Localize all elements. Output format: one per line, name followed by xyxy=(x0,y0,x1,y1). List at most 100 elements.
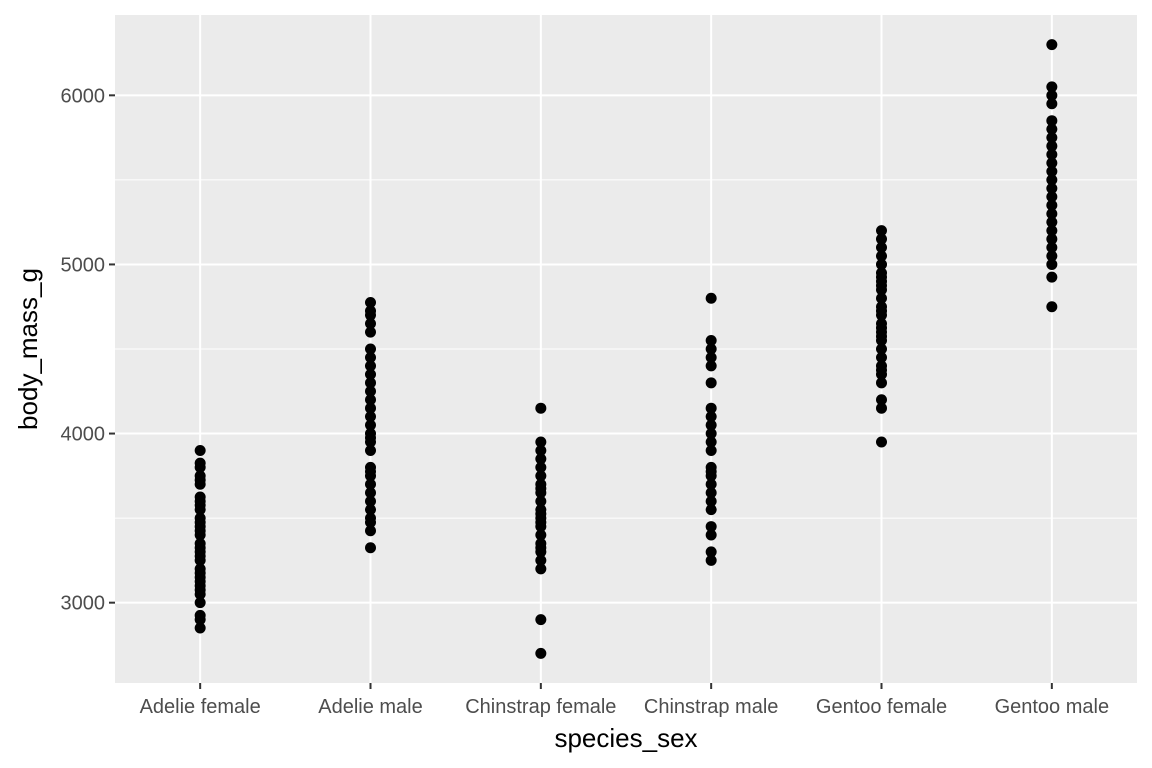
data-point xyxy=(705,546,717,558)
data-point xyxy=(365,318,376,330)
data-point xyxy=(876,343,887,355)
data-point xyxy=(1046,157,1058,169)
data-point xyxy=(365,461,376,473)
data-point xyxy=(535,495,547,507)
data-point xyxy=(705,411,717,423)
data-point xyxy=(876,360,887,372)
data-point xyxy=(705,419,717,431)
data-point xyxy=(365,419,376,431)
data-point xyxy=(365,478,376,490)
data-point xyxy=(365,394,376,406)
data-point xyxy=(876,258,887,270)
data-point xyxy=(365,495,376,507)
data-point xyxy=(365,525,376,537)
x-axis-title: species_sex xyxy=(554,723,697,753)
data-point xyxy=(876,351,887,363)
data-point xyxy=(1046,39,1058,51)
data-point xyxy=(1046,89,1058,101)
data-point xyxy=(535,402,547,414)
data-point xyxy=(1046,271,1058,283)
data-point xyxy=(365,305,376,317)
data-point xyxy=(535,470,547,482)
data-point xyxy=(1046,242,1058,254)
data-point xyxy=(1046,123,1058,135)
data-point xyxy=(535,453,547,465)
data-point xyxy=(705,351,717,363)
minor-gridlines xyxy=(115,179,1137,519)
data-point xyxy=(1046,208,1058,220)
data-point xyxy=(705,495,717,507)
data-point xyxy=(365,542,376,554)
data-point xyxy=(194,470,206,482)
data-point xyxy=(876,318,887,330)
data-point xyxy=(705,292,717,304)
data-point xyxy=(705,436,717,448)
data-point xyxy=(535,647,547,659)
data-point xyxy=(194,609,206,621)
y-tick-label: 5000 xyxy=(61,254,106,276)
data-point xyxy=(705,377,717,389)
data-point xyxy=(194,444,206,456)
data-point xyxy=(705,504,717,516)
data-point xyxy=(365,512,376,524)
data-point xyxy=(535,478,547,490)
data-point xyxy=(705,428,717,440)
data-point xyxy=(535,529,547,541)
data-point xyxy=(365,504,376,516)
data-point xyxy=(535,444,547,456)
x-tick-label: Adelie female xyxy=(140,696,261,718)
data-point xyxy=(194,597,206,609)
data-point xyxy=(1046,115,1058,127)
y-tick-label: 4000 xyxy=(61,424,106,446)
data-point xyxy=(194,622,206,634)
data-point xyxy=(876,267,887,279)
data-point xyxy=(194,457,206,469)
data-point xyxy=(876,394,887,406)
data-point xyxy=(1046,233,1058,245)
data-point xyxy=(1046,182,1058,194)
data-point xyxy=(876,377,887,389)
data-point xyxy=(705,402,717,414)
data-point xyxy=(705,529,717,541)
y-axis-title: body_mass_g xyxy=(13,268,43,430)
data-point xyxy=(365,385,376,397)
data-point xyxy=(876,292,887,304)
x-axis: Adelie female Adelie male Chinstrap female… xyxy=(140,683,1109,718)
data-point xyxy=(535,537,547,549)
data-point xyxy=(365,444,376,456)
y-tick-label: 3000 xyxy=(61,593,106,615)
data-point xyxy=(1046,149,1058,161)
data-point xyxy=(365,487,376,499)
data-point xyxy=(1046,199,1058,211)
data-point xyxy=(705,487,717,499)
data-point xyxy=(705,343,717,355)
data-point xyxy=(1046,98,1058,110)
data-point xyxy=(1046,132,1058,144)
data-point xyxy=(365,360,376,372)
data-point xyxy=(1046,165,1058,177)
data-point xyxy=(535,554,547,566)
data-point xyxy=(876,233,887,245)
x-tick-label: Chinstrap female xyxy=(465,696,616,718)
data-point xyxy=(876,436,887,448)
data-point xyxy=(705,521,717,533)
data-point xyxy=(365,351,376,363)
data-point xyxy=(876,250,887,262)
y-tick-label: 6000 xyxy=(61,85,106,107)
data-point xyxy=(535,436,547,448)
data-point xyxy=(365,326,376,338)
data-point xyxy=(365,411,376,423)
data-point xyxy=(194,491,206,503)
x-tick-label: Gentoo female xyxy=(816,696,947,718)
data-point xyxy=(535,614,547,626)
data-point xyxy=(194,563,206,575)
data-point xyxy=(535,504,547,516)
data-point xyxy=(705,335,717,347)
data-point xyxy=(365,343,376,355)
data-point xyxy=(365,296,376,308)
data-point xyxy=(1046,258,1058,270)
data-point xyxy=(876,242,887,254)
data-point xyxy=(1046,216,1058,228)
data-point xyxy=(194,512,206,524)
